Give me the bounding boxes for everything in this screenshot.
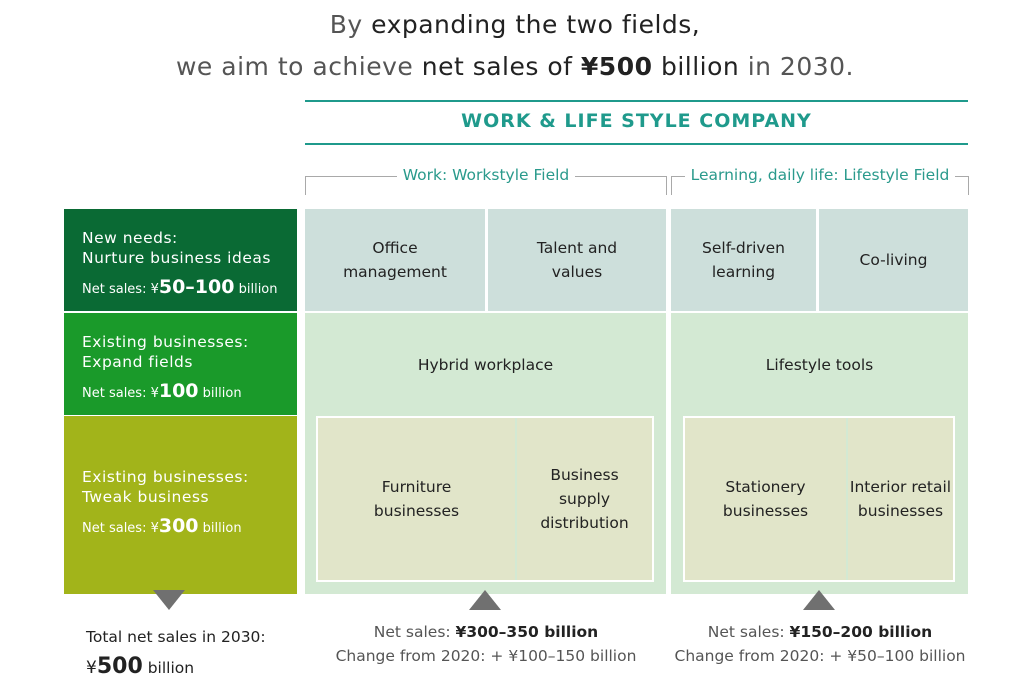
cell-text: Self-driven xyxy=(702,239,785,257)
total-net-sales-label: Total net sales in 2030: xyxy=(86,628,266,646)
work-field-label-text: Work: Workstyle Field xyxy=(396,166,576,184)
headline-text: By xyxy=(329,10,372,39)
cell-text: supply xyxy=(558,490,611,508)
cell-text: Hybrid workplace xyxy=(417,356,554,374)
lifestyle-sales-change: Change from 2020: + ¥50–100 billion xyxy=(674,647,966,665)
row-net-sales-amount: 100 xyxy=(158,380,199,402)
work-sales-prefix: Net sales: xyxy=(373,623,456,641)
lifestyle-field-label: Learning, daily life: Lifestyle Field xyxy=(671,166,969,184)
cell-co-living: Co-living xyxy=(819,209,968,311)
headline-line-2: we aim to achieve net sales of ¥500 bill… xyxy=(0,52,1030,81)
row-net-sales-prefix: Net sales: ¥ xyxy=(82,521,159,536)
lifestyle-tweak-frame xyxy=(683,416,955,582)
row-label-line: Nurture business ideas xyxy=(82,249,271,267)
cell-text: Interior retail xyxy=(849,478,952,496)
row-net-sales-amount: 300 xyxy=(158,515,199,537)
row-label-tweak: Existing businesses: Tweak business Net … xyxy=(64,416,297,594)
row-net-sales-amount: 50–100 xyxy=(158,276,235,298)
company-title: WORK & LIFE STYLE COMPANY xyxy=(461,110,812,132)
cell-text: learning xyxy=(711,263,776,281)
lifestyle-field-sales: Net sales: ¥150–200 billion Change from … xyxy=(671,620,969,668)
cell-text: Office xyxy=(372,239,418,257)
work-sales-amount: ¥300–350 billion xyxy=(455,623,599,641)
total-net-sales-currency: ¥ xyxy=(86,658,97,678)
row-label-line: New needs: xyxy=(82,229,178,247)
cell-interior-retail-businesses: Interior retail businesses xyxy=(848,418,953,580)
row-label-line: Existing businesses: xyxy=(82,333,249,351)
company-bottom-rule xyxy=(305,143,968,145)
cell-text: Co-living xyxy=(859,251,928,269)
headline-amount: ¥500 xyxy=(580,52,653,81)
lifestyle-sales-amount: ¥150–200 billion xyxy=(789,623,933,641)
row-net-sales-unit: billion xyxy=(198,521,242,536)
total-arrow-down-icon xyxy=(153,590,185,610)
headline-emphasis: net sales of xyxy=(421,52,581,81)
headline-line-1: By expanding the two fields, xyxy=(0,10,1030,39)
work-field-sales: Net sales: ¥300–350 billion Change from … xyxy=(305,620,667,668)
row-label-line: Existing businesses: xyxy=(82,468,249,486)
headline-unit: billion xyxy=(652,52,740,81)
lifestyle-field-label-text: Learning, daily life: Lifestyle Field xyxy=(684,166,956,184)
cell-text: management xyxy=(343,263,447,281)
cell-text: businesses xyxy=(373,502,460,520)
headline-text: we aim to achieve xyxy=(175,52,422,81)
cell-lifestyle-tools: Lifestyle tools xyxy=(671,313,968,417)
cell-text: Talent and xyxy=(536,239,618,257)
headline-text: in 2030. xyxy=(739,52,855,81)
row-label-expand: Existing businesses: Expand fields Net s… xyxy=(64,313,297,415)
cell-text: businesses xyxy=(857,502,944,520)
cell-text: distribution xyxy=(540,514,629,532)
cell-hybrid-workplace: Hybrid workplace xyxy=(305,313,666,417)
lifestyle-arrow-up-icon xyxy=(803,590,835,610)
cell-text: Lifestyle tools xyxy=(765,356,874,374)
total-net-sales: Total net sales in 2030: ¥500 billion xyxy=(86,622,266,683)
row-net-sales: Net sales: ¥100 billion xyxy=(82,380,297,402)
row-label-line: Expand fields xyxy=(82,353,193,371)
total-net-sales-unit: billion xyxy=(142,659,195,677)
row-net-sales-unit: billion xyxy=(198,386,242,401)
cell-text: businesses xyxy=(722,502,809,520)
headline-emphasis: expanding the two fields, xyxy=(371,10,701,39)
lifestyle-sales-prefix: Net sales: xyxy=(707,623,790,641)
row-label-new-needs: New needs: Nurture business ideas Net sa… xyxy=(64,209,297,311)
cell-talent-values: Talent and values xyxy=(488,209,666,311)
row-net-sales-prefix: Net sales: ¥ xyxy=(82,282,159,297)
cell-business-supply-distribution: Business supply distribution xyxy=(517,418,652,580)
row-label-line: Tweak business xyxy=(82,488,210,506)
work-arrow-up-icon xyxy=(469,590,501,610)
cell-text: Stationery xyxy=(725,478,806,496)
cell-text: Business xyxy=(550,466,619,484)
cell-self-driven-learning: Self-driven learning xyxy=(671,209,816,311)
work-sales-change: Change from 2020: + ¥100–150 billion xyxy=(335,647,637,665)
row-net-sales-unit: billion xyxy=(234,282,278,297)
row-net-sales-prefix: Net sales: ¥ xyxy=(82,386,159,401)
cell-text: values xyxy=(551,263,603,281)
row-net-sales: Net sales: ¥50–100 billion xyxy=(82,276,297,298)
work-tweak-frame xyxy=(316,416,654,582)
cell-office-management: Office management xyxy=(305,209,485,311)
cell-text: Furniture xyxy=(381,478,452,496)
cell-furniture-businesses: Furniture businesses xyxy=(318,418,515,580)
total-net-sales-amount: 500 xyxy=(96,654,143,679)
work-field-label: Work: Workstyle Field xyxy=(305,166,667,184)
company-top-rule xyxy=(305,100,968,102)
cell-stationery-businesses: Stationery businesses xyxy=(685,418,846,580)
row-net-sales: Net sales: ¥300 billion xyxy=(82,515,297,537)
